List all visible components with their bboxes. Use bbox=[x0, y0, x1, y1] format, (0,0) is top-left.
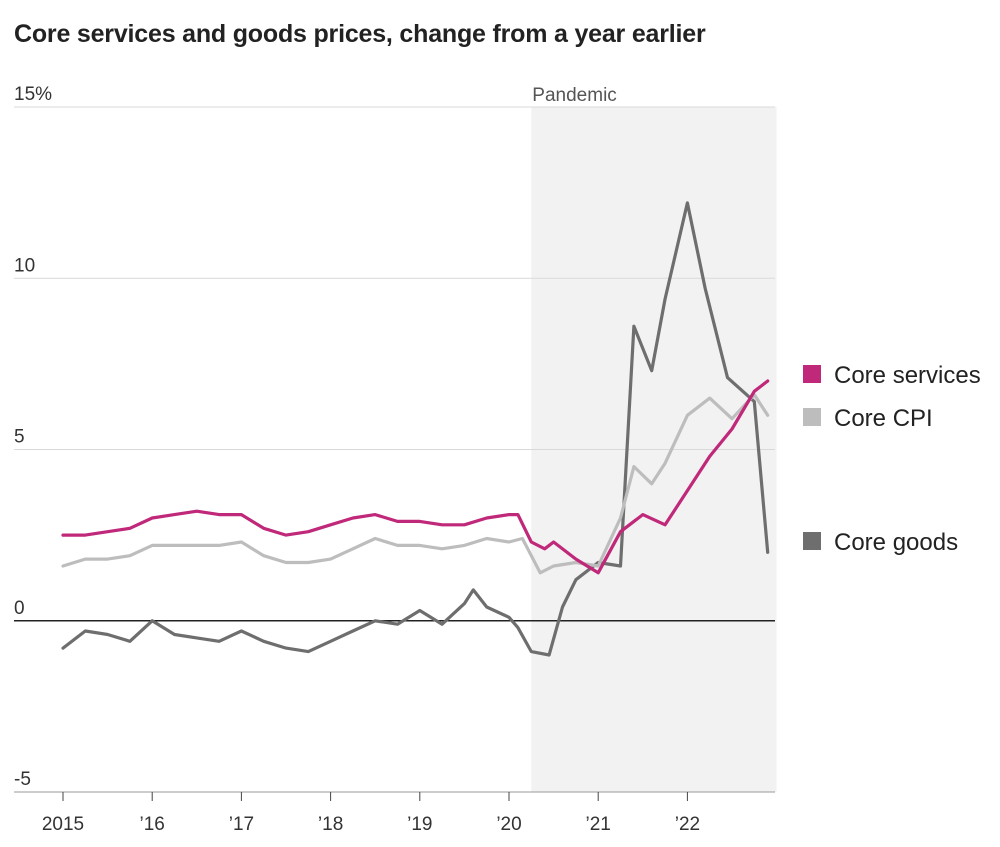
x-tick-label: 2015 bbox=[42, 814, 84, 835]
y-tick-label: 10 bbox=[14, 255, 35, 276]
legend-label: Core CPI bbox=[834, 405, 933, 432]
legend-label: Core goods bbox=[834, 529, 958, 556]
chart-title: Core services and goods prices, change f… bbox=[14, 20, 706, 48]
x-tick-label: ’19 bbox=[407, 814, 432, 835]
y-tick-label: 0 bbox=[14, 598, 25, 619]
x-tick-label: ’18 bbox=[318, 814, 343, 835]
y-tick-label: 15% bbox=[14, 84, 52, 105]
y-tick-label: 5 bbox=[14, 427, 25, 448]
series-line-core-services bbox=[61, 379, 770, 575]
legend-label: Core services bbox=[834, 362, 981, 389]
series-line-core-goods bbox=[61, 201, 770, 657]
x-tick-label: ’16 bbox=[140, 814, 165, 835]
x-tick-label: ’20 bbox=[496, 814, 521, 835]
legend-swatch bbox=[803, 532, 821, 550]
x-tick-label: ’21 bbox=[586, 814, 611, 835]
pandemic-label: Pandemic bbox=[532, 85, 617, 106]
y-tick-label: -5 bbox=[14, 769, 31, 790]
x-tick-label: ’17 bbox=[229, 814, 254, 835]
legend-swatch bbox=[803, 365, 821, 383]
x-tick-label: ’22 bbox=[675, 814, 700, 835]
legend-swatch bbox=[803, 408, 821, 426]
series-line-core-cpi bbox=[61, 393, 770, 575]
